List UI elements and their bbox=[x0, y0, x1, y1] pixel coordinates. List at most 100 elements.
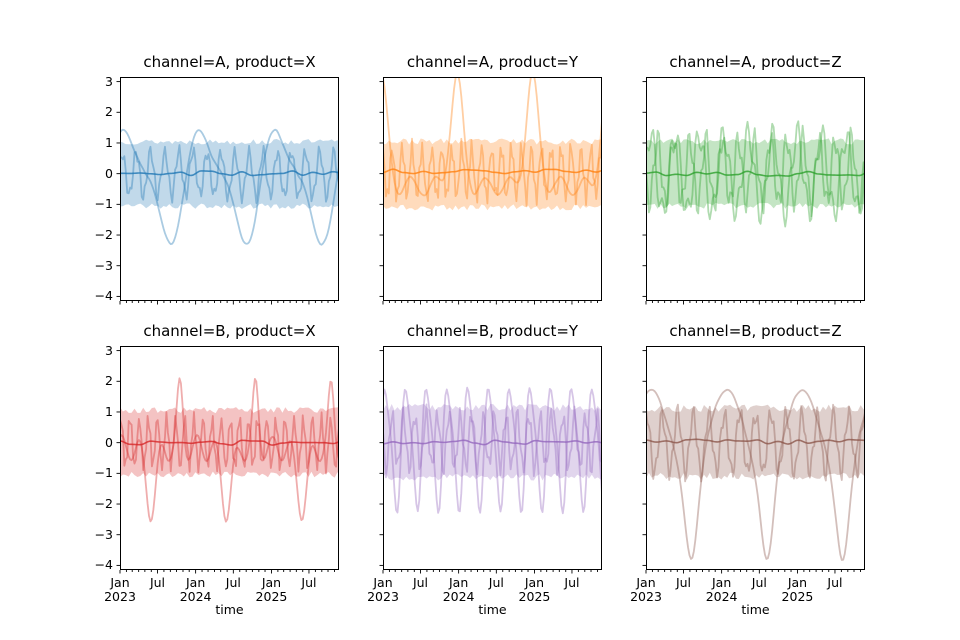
xtick-label: Jan 2023 bbox=[353, 576, 413, 603]
xtick-label: Jul bbox=[128, 576, 188, 590]
plot-area bbox=[642, 346, 865, 574]
xtick-label: Jul bbox=[279, 576, 339, 590]
ytick-label: −2 bbox=[94, 496, 113, 512]
panel-title: channel=B, product=Z bbox=[669, 322, 842, 340]
xtick-month: Jan bbox=[787, 575, 808, 590]
axes-spine bbox=[383, 346, 602, 570]
xtick-month: Jan bbox=[711, 575, 732, 590]
xtick-label: Jan 2025 bbox=[504, 576, 564, 603]
xtick-month: Jul bbox=[751, 575, 767, 590]
series-line-2 bbox=[646, 403, 865, 483]
panel-title: channel=A, product=Y bbox=[406, 53, 579, 71]
xtick-label: Jul bbox=[654, 576, 714, 590]
subplot-axes bbox=[116, 346, 339, 574]
plot-area bbox=[116, 346, 339, 574]
plot-area bbox=[116, 77, 339, 305]
series-line-2 bbox=[383, 403, 602, 479]
xtick-label: Jan 2024 bbox=[429, 576, 489, 603]
mean-line bbox=[383, 439, 602, 446]
subplot-axes bbox=[642, 346, 865, 574]
uncertainty-band bbox=[120, 407, 339, 478]
xtick-month: Jan bbox=[261, 575, 282, 590]
xtick-month: Jul bbox=[301, 575, 317, 590]
xtick-label: Jul bbox=[203, 576, 263, 590]
xtick-month: Jan bbox=[373, 575, 393, 590]
ytick-label: 2 bbox=[105, 373, 113, 389]
xtick-month: Jul bbox=[412, 575, 429, 590]
xtick-month: Jan bbox=[110, 575, 130, 590]
xtick-label: Jan 2024 bbox=[166, 576, 226, 603]
xtick-year: 2024 bbox=[442, 588, 475, 604]
xtick-year: 2023 bbox=[367, 588, 399, 604]
ytick-label: 0 bbox=[105, 165, 113, 181]
ytick-label: −1 bbox=[94, 196, 113, 212]
subplot-axes bbox=[379, 346, 602, 574]
ytick-label: −2 bbox=[94, 227, 113, 243]
plot-area bbox=[379, 77, 602, 305]
ytick-label: −4 bbox=[94, 288, 113, 304]
xtick-year: 2025 bbox=[781, 588, 814, 604]
xtick-year: 2025 bbox=[255, 588, 288, 604]
plot-area bbox=[642, 77, 865, 305]
xtick-year: 2023 bbox=[630, 588, 662, 604]
x-axis-label: time bbox=[478, 602, 507, 617]
series-line-1 bbox=[120, 128, 339, 246]
xtick-label: Jan 2025 bbox=[241, 576, 301, 603]
axes-spine bbox=[646, 346, 865, 570]
x-axis-label: time bbox=[215, 602, 244, 617]
xtick-month: Jul bbox=[149, 575, 166, 590]
mean-line bbox=[120, 170, 339, 177]
subplot-axes bbox=[116, 77, 339, 305]
xtick-label: Jan 2023 bbox=[90, 576, 150, 603]
series-line-2 bbox=[383, 137, 602, 208]
series-line-1 bbox=[120, 377, 339, 523]
xtick-month: Jul bbox=[675, 575, 692, 590]
xtick-year: 2024 bbox=[179, 588, 212, 604]
xtick-label: Jul bbox=[466, 576, 526, 590]
series-line-2 bbox=[120, 144, 339, 205]
xtick-month: Jul bbox=[225, 575, 241, 590]
ytick-label: 1 bbox=[105, 134, 113, 150]
ytick-label: −3 bbox=[94, 526, 113, 542]
xtick-label: Jan 2025 bbox=[767, 576, 827, 603]
series-line-2 bbox=[646, 124, 865, 218]
xtick-label: Jul bbox=[391, 576, 451, 590]
xtick-label: Jul bbox=[805, 576, 865, 590]
xtick-year: 2023 bbox=[104, 588, 136, 604]
series-line-1 bbox=[646, 388, 865, 561]
mean-line bbox=[120, 439, 339, 446]
xtick-month: Jan bbox=[185, 575, 206, 590]
panel-title: channel=B, product=X bbox=[143, 322, 316, 340]
axes-spine bbox=[646, 77, 865, 301]
xtick-label: Jan 2024 bbox=[692, 576, 752, 603]
subplot-axes bbox=[379, 77, 602, 305]
ytick-label: 2 bbox=[105, 104, 113, 120]
xtick-month: Jul bbox=[488, 575, 504, 590]
uncertainty-band bbox=[383, 403, 602, 481]
ytick-label: −1 bbox=[94, 465, 113, 481]
x-axis-label: time bbox=[741, 602, 770, 617]
ytick-label: 3 bbox=[105, 342, 113, 358]
xtick-year: 2025 bbox=[518, 588, 551, 604]
uncertainty-band bbox=[646, 404, 865, 481]
panel-title: channel=A, product=Z bbox=[669, 53, 842, 71]
series-line-1 bbox=[646, 120, 865, 228]
subplot-axes bbox=[642, 77, 865, 305]
ytick-label: 1 bbox=[105, 403, 113, 419]
ytick-label: 3 bbox=[105, 73, 113, 89]
axes-spine bbox=[383, 77, 602, 301]
series-line-1 bbox=[383, 386, 602, 515]
xtick-month: Jan bbox=[636, 575, 656, 590]
xtick-month: Jul bbox=[827, 575, 843, 590]
uncertainty-band bbox=[120, 139, 339, 209]
axes-spine bbox=[120, 77, 339, 301]
xtick-month: Jan bbox=[524, 575, 545, 590]
mean-line bbox=[646, 438, 865, 445]
mean-line bbox=[646, 170, 865, 177]
ytick-label: 0 bbox=[105, 434, 113, 450]
ytick-label: −3 bbox=[94, 257, 113, 273]
xtick-month: Jan bbox=[448, 575, 469, 590]
xtick-year: 2024 bbox=[705, 588, 738, 604]
plot-area bbox=[379, 346, 602, 574]
